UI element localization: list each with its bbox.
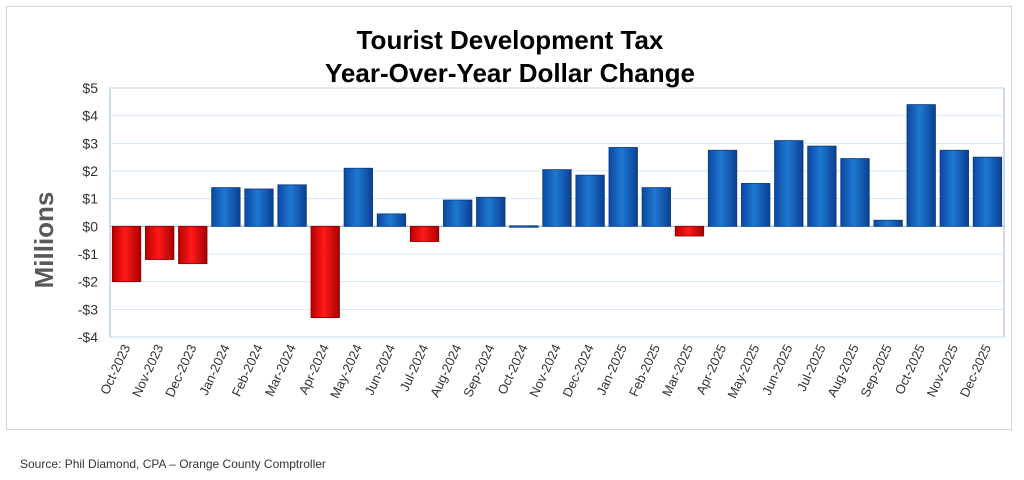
x-tick-label: Sep-2024: [460, 342, 497, 399]
y-tick-label: $5: [82, 80, 98, 96]
x-tick-label: Apr-2024: [296, 342, 332, 397]
x-tick-label: Oct-2025: [892, 342, 928, 397]
y-tick-label: -$4: [78, 329, 98, 345]
bar-nov-2024: [542, 169, 572, 227]
x-tick-label: Jul-2025: [794, 342, 829, 394]
y-axis-label: Millions: [29, 192, 59, 289]
y-tick-label: $3: [82, 135, 98, 151]
x-tick-label: Jan-2024: [196, 342, 233, 397]
x-tick-label: Feb-2024: [229, 342, 266, 399]
y-tick-label: -$1: [78, 246, 98, 262]
y-tick-label: $0: [82, 218, 98, 234]
bar-dec-2023: [178, 225, 208, 265]
chart-title-line-2: Year-Over-Year Dollar Change: [325, 58, 695, 88]
x-tick-label: Aug-2024: [427, 342, 464, 399]
x-tick-label: Nov-2025: [924, 342, 961, 399]
bar-apr-2024: [310, 225, 340, 319]
bar-dec-2024: [575, 174, 605, 227]
x-tick-label: Dec-2024: [559, 342, 596, 399]
bar-sep-2024: [476, 196, 506, 227]
bar-feb-2025: [641, 187, 671, 227]
bar-aug-2024: [443, 199, 473, 227]
x-tick-label: Dec-2023: [162, 342, 199, 399]
bar-oct-2024: [509, 225, 539, 228]
bar-may-2024: [343, 167, 373, 227]
source-note: Source: Phil Diamond, CPA – Orange Count…: [20, 457, 326, 471]
ticks-layer: $5 $4 $3 $2 $1 $0 -$1 -$2 -$3 -$4Oct-2023Nov-2023…: [78, 80, 994, 401]
x-tick-label: Jul-2024: [397, 342, 432, 394]
bar-jun-2025: [774, 140, 804, 227]
bar-mar-2024: [277, 184, 307, 227]
x-tick-label: Dec-2025: [957, 342, 994, 399]
bar-jul-2024: [409, 225, 440, 242]
bar-nov-2023: [145, 225, 175, 260]
x-tick-label: Apr-2025: [693, 342, 729, 397]
x-tick-label: May-2024: [327, 342, 365, 401]
x-tick-label: Nov-2024: [526, 342, 563, 399]
y-tick-label: -$3: [78, 301, 98, 317]
x-tick-label: Jun-2024: [362, 342, 399, 397]
bar-sep-2025: [873, 219, 903, 227]
x-tick-label: Aug-2025: [824, 342, 861, 399]
x-tick-label: Feb-2025: [626, 342, 663, 399]
chart-svg: Tourist Development Tax Year-Over-Year D…: [29, 25, 1005, 401]
x-tick-label: Mar-2025: [659, 342, 696, 399]
bar-may-2025: [741, 183, 771, 227]
bar-apr-2025: [707, 149, 738, 227]
y-tick-label: $4: [82, 108, 98, 124]
bar-feb-2024: [244, 188, 274, 227]
bars-layer: [111, 104, 1003, 319]
x-tick-label: Sep-2025: [857, 342, 894, 399]
x-tick-label: Oct-2023: [97, 342, 133, 397]
y-tick-label: -$2: [78, 274, 98, 290]
bar-oct-2025: [906, 104, 936, 227]
bar-aug-2025: [840, 158, 870, 227]
bar-dec-2025: [972, 156, 1003, 227]
x-tick-label: Mar-2024: [262, 342, 299, 399]
x-tick-label: Nov-2023: [129, 342, 166, 399]
x-tick-label: Jun-2025: [759, 342, 796, 397]
bar-mar-2025: [674, 225, 705, 237]
y-tick-label: $2: [82, 163, 98, 179]
x-tick-label: Jan-2025: [593, 342, 630, 397]
bar-oct-2023: [111, 225, 142, 283]
chart-title-line-1: Tourist Development Tax: [357, 25, 664, 55]
bar-jan-2024: [211, 187, 241, 227]
bar-jun-2024: [376, 213, 407, 227]
x-tick-label: May-2025: [724, 342, 762, 401]
bar-jul-2025: [807, 145, 837, 227]
bar-nov-2025: [939, 149, 969, 227]
y-tick-label: $1: [82, 191, 98, 207]
x-tick-label: Oct-2024: [494, 342, 530, 397]
bar-jan-2025: [608, 147, 638, 227]
